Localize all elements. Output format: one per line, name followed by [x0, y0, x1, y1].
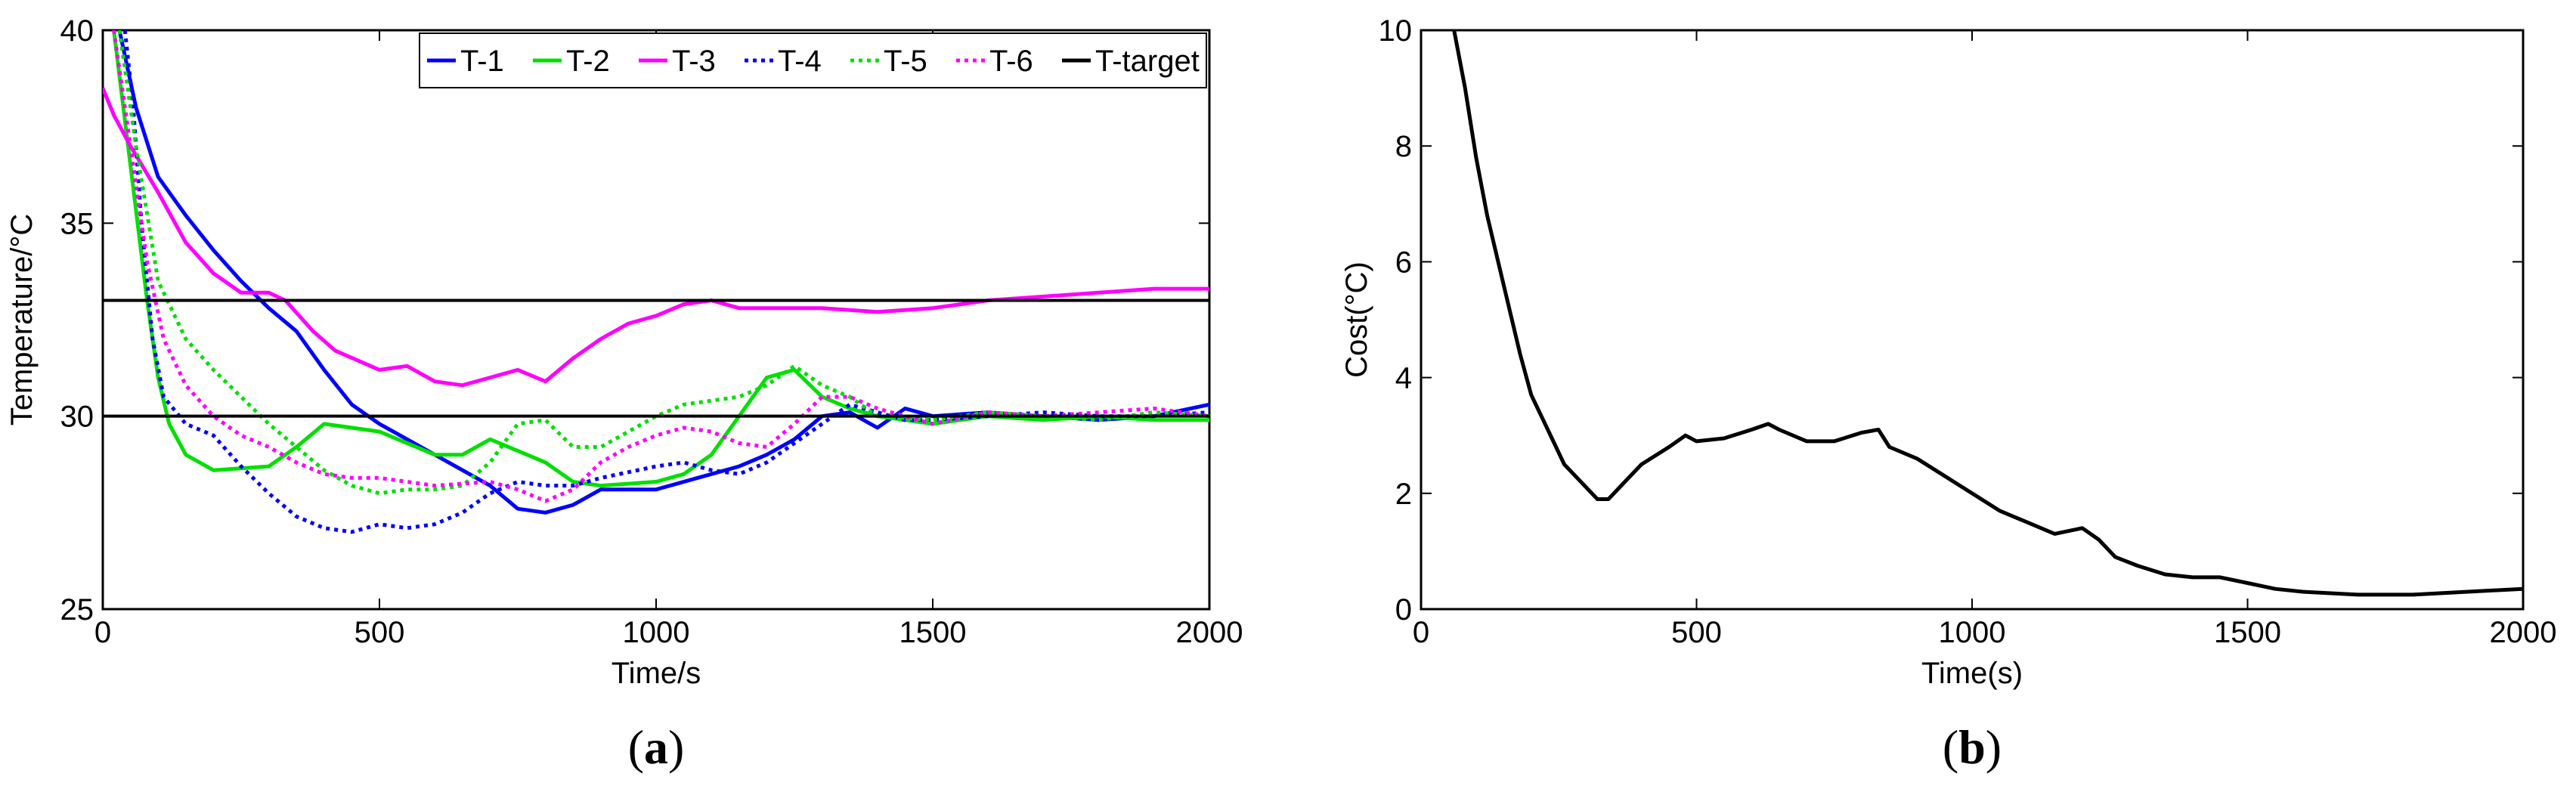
- series-line-b-1: [1452, 30, 2523, 597]
- legend-label-t-target: T-target: [1095, 45, 1200, 78]
- x-axis-title-b: Time(s): [1921, 657, 2023, 690]
- legend-label-t-1: T-1: [460, 45, 504, 78]
- y-tick-label-b: 4: [1395, 362, 1412, 395]
- y-tick-label-b: 10: [1379, 14, 1413, 48]
- legend-label-t-6: T-6: [989, 45, 1033, 78]
- series-line-t-4: [122, 30, 1209, 534]
- x-tick-label-b: 0: [1413, 616, 1429, 649]
- panel-label-a-open: (: [628, 720, 644, 774]
- x-tick-label-a: 2000: [1176, 616, 1243, 649]
- panel-label-b-open: (: [1943, 720, 1958, 774]
- series-group-a: [103, 30, 1209, 534]
- y-tick-label-b: 2: [1395, 478, 1412, 511]
- series-line-t-3: [103, 87, 1209, 388]
- y-tick-label-a: 30: [60, 401, 94, 434]
- y-tick-label-a: 25: [60, 593, 94, 626]
- legend-label-t-5: T-5: [884, 45, 927, 78]
- x-tick-label-a: 1500: [899, 616, 967, 649]
- y-axis-title-a: Temperature/°C: [5, 214, 39, 426]
- ticks-b: 0 500 1000 1500 2000 0 2 4 6 8 10: [1379, 14, 2557, 649]
- x-axis-title-a: Time/s: [611, 657, 701, 690]
- y-tick-label-a: 40: [60, 14, 94, 48]
- x-tick-label-a: 500: [355, 616, 405, 649]
- plot-frame-b: [1420, 29, 2525, 611]
- panel-label-a-close: ): [668, 720, 684, 774]
- x-tick-label-a: 0: [94, 616, 111, 649]
- chart-a: 0 500 1000 1500 2000 25 30 35 40 T-1 T-2 T-3 T-4 T-5…: [5, 14, 1243, 774]
- chart-b: 0 500 1000 1500 2000 0 2 4 6 8 10 Time(s) Cost(°C)…: [1340, 14, 2556, 774]
- series-group-b: [1452, 30, 2523, 597]
- panel-label-b-close: ): [1986, 720, 2002, 774]
- y-axis-title-b: Cost(°C): [1340, 261, 1373, 378]
- series-line-t-1: [117, 30, 1209, 515]
- series-line-t-2: [112, 30, 1209, 488]
- legend-label-t-2: T-2: [566, 45, 610, 78]
- x-tick-label-b: 1000: [1939, 616, 2006, 649]
- panel-label-b: (b): [1943, 720, 2002, 774]
- x-tick-label-b: 1500: [2214, 616, 2281, 649]
- panel-label-a: (a): [628, 720, 685, 774]
- y-tick-label-b: 8: [1395, 130, 1412, 163]
- x-tick-label-a: 1000: [623, 616, 690, 649]
- ticks-a: 0 500 1000 1500 2000 25 30 35 40: [60, 14, 1243, 649]
- plot-frame-a: [101, 29, 1211, 611]
- x-tick-label-b: 500: [1671, 616, 1722, 649]
- y-tick-label-b: 0: [1395, 593, 1412, 626]
- series-line-t-6: [112, 30, 1209, 503]
- panel-label-b-letter: b: [1958, 720, 1986, 774]
- legend-a: T-1 T-2 T-3 T-4 T-5 T-6 T-target: [419, 32, 1207, 88]
- series-line-t-5: [117, 30, 1209, 496]
- panel-label-a-letter: a: [644, 720, 668, 774]
- y-tick-label-b: 6: [1395, 246, 1412, 279]
- legend-label-t-3: T-3: [672, 45, 716, 78]
- legend-label-t-4: T-4: [778, 45, 822, 78]
- y-tick-label-a: 35: [60, 207, 94, 240]
- x-tick-label-b: 2000: [2490, 616, 2557, 649]
